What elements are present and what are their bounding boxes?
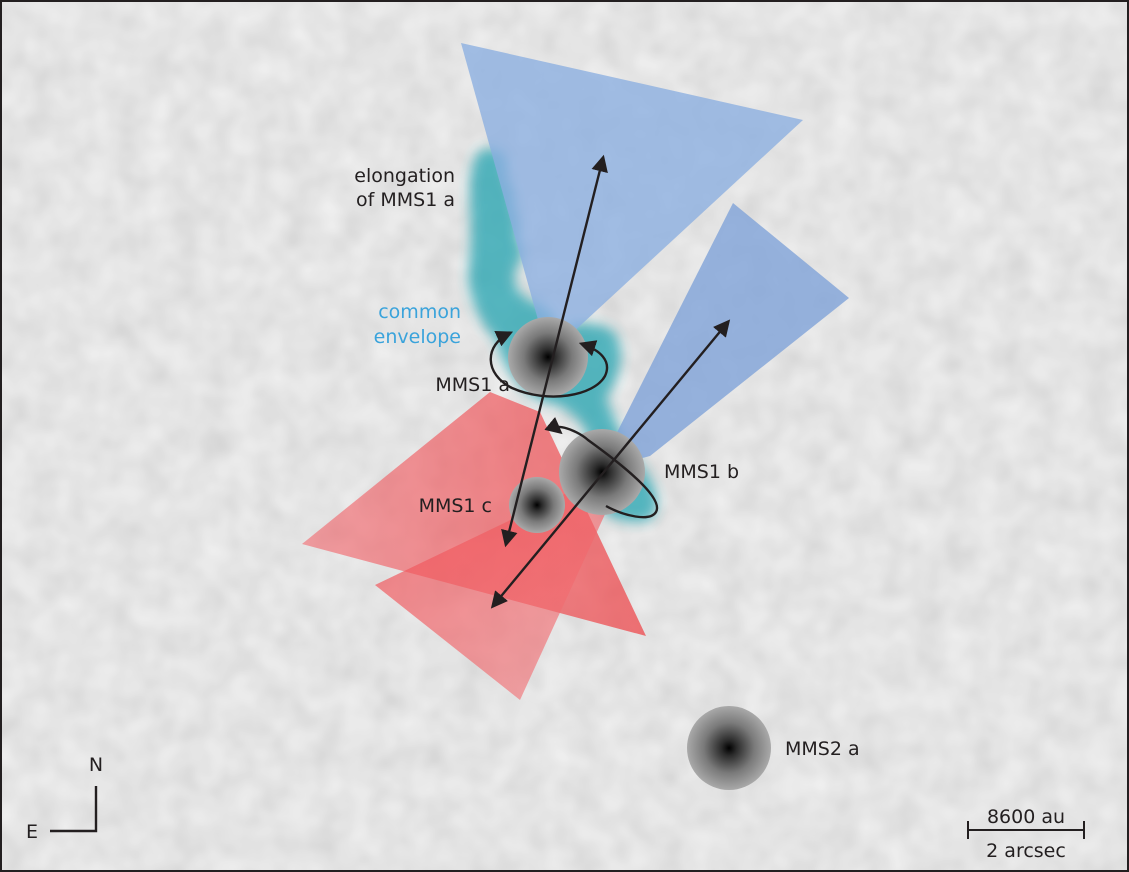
label-envelope-line2: envelope: [374, 326, 461, 348]
core-mms1c: [509, 477, 565, 533]
core-mms1b: [559, 429, 645, 515]
core-mms1a: [508, 317, 588, 397]
compass-north: N: [89, 754, 103, 776]
label-elongation-line2: of MMS1 a: [356, 189, 455, 211]
scale-bar-au: 8600 au: [987, 806, 1065, 828]
outflow-axis-mms1b: [490, 319, 731, 609]
compass-lines: [50, 786, 98, 833]
label-mms1c: MMS1 c: [419, 495, 492, 517]
scale-bar-arcsec: 2 arcsec: [986, 840, 1066, 862]
compass: N E: [26, 754, 103, 843]
label-mms1a: MMS1 a: [435, 374, 510, 396]
label-mms1b: MMS1 b: [664, 461, 739, 483]
label-mms2a: MMS2 a: [785, 738, 860, 760]
scale-bar: 8600 au 2 arcsec: [967, 806, 1085, 862]
label-envelope-line1: common: [378, 301, 461, 323]
compass-east: E: [26, 821, 38, 843]
label-elongation-line1: elongation: [354, 165, 455, 187]
core-mms2a: [687, 706, 771, 790]
